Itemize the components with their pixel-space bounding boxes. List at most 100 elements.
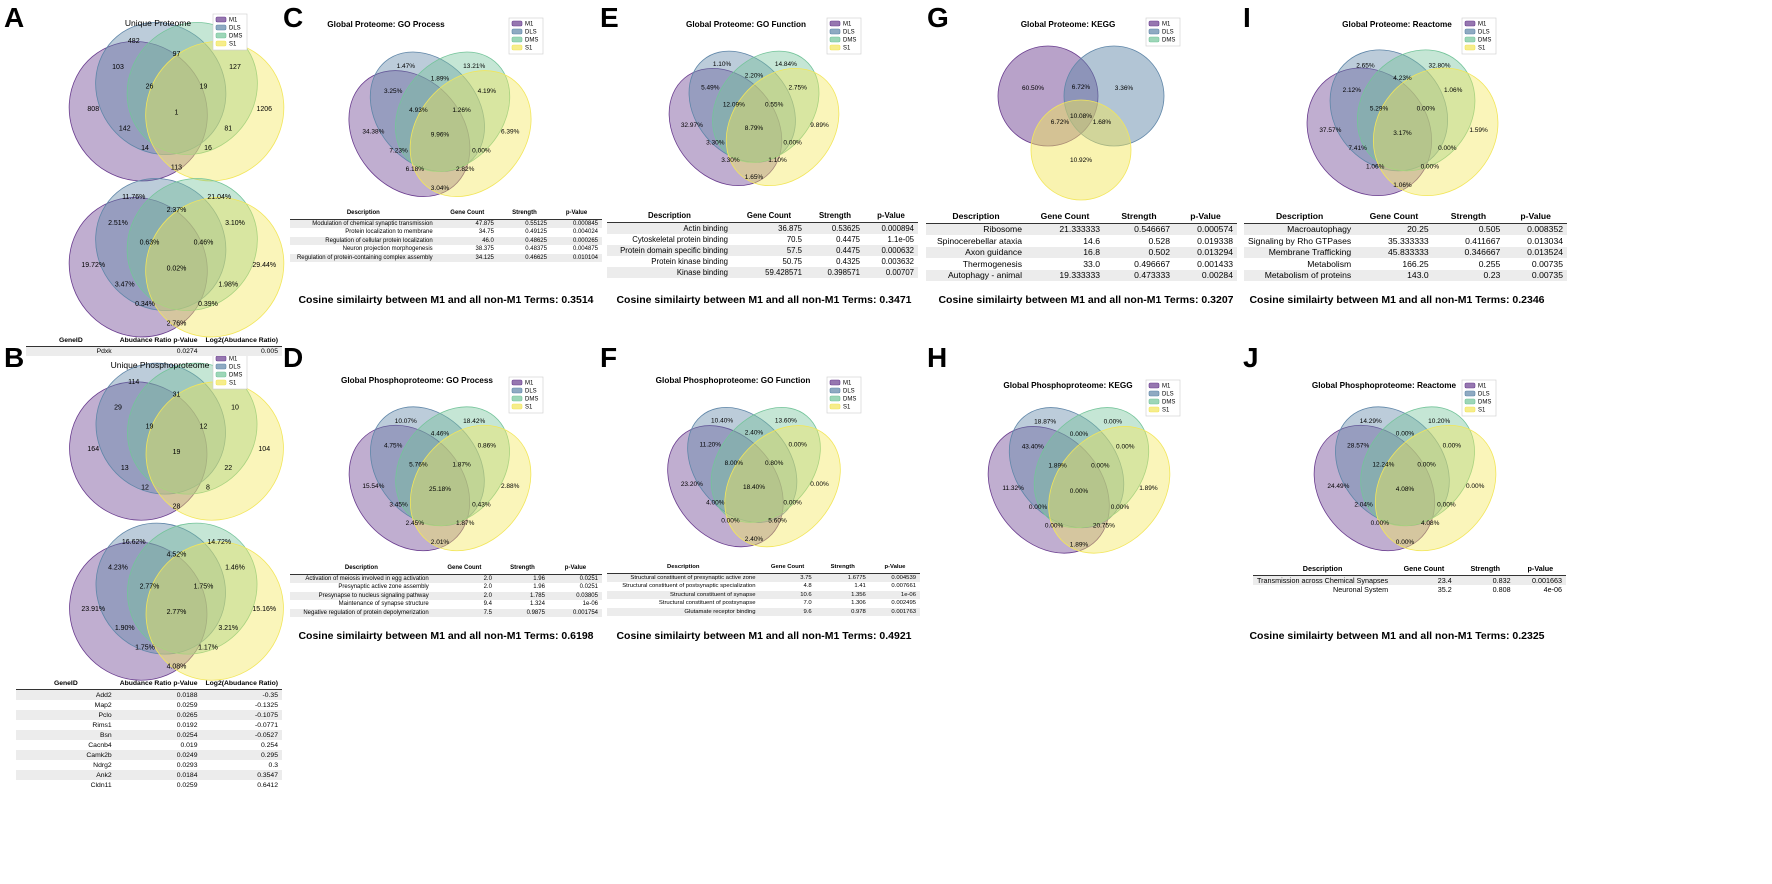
venn-region-label: 2.04% bbox=[1354, 502, 1373, 509]
table-cell: Camk2b bbox=[16, 750, 116, 760]
venn-region-label: 0.00% bbox=[1421, 164, 1440, 171]
table-row: Ndrg2 0.0293 0.3 bbox=[16, 760, 282, 770]
venn-diagram-f-7: 23.20% 10.40% 13.60% 0.00% 11.20% 2.40% 0.00% 8… bbox=[656, 376, 841, 548]
venn-region-label: 0.00% bbox=[1111, 504, 1130, 511]
venn-region-label: 3.45% bbox=[389, 502, 408, 509]
venn-set-s1 bbox=[1372, 67, 1499, 197]
table-cell: 0.007661 bbox=[891, 583, 916, 590]
venn-title-d: Global Phosphoproteome: GO Process bbox=[341, 376, 493, 385]
table-cell: 38.375 bbox=[475, 246, 494, 253]
legend-swatch-m1 bbox=[215, 16, 227, 23]
table-row: Protein kinase binding 50.75 0.4325 0.00363… bbox=[607, 256, 918, 267]
table-cell: 1.1e-05 bbox=[887, 235, 914, 244]
panel-letter-b: B bbox=[4, 342, 25, 373]
legend-label-dls: DLS bbox=[843, 389, 855, 395]
table-header: Gene Count bbox=[732, 209, 806, 223]
legend-label-dms: DMS bbox=[1478, 38, 1491, 44]
venn-set-dms bbox=[1033, 407, 1150, 529]
table-cell: Metabolism of proteins bbox=[1244, 269, 1356, 281]
table-cell: Membrane Trafficking bbox=[1244, 246, 1356, 258]
venn-region-label: 1.89% bbox=[1048, 463, 1067, 470]
venn-region-label: 14.72% bbox=[207, 539, 231, 546]
cosine-value: 0.2325 bbox=[1512, 630, 1545, 642]
table-cell: Presynaptic active zone assembly bbox=[338, 584, 429, 591]
venn-region-label: 20.75% bbox=[1093, 523, 1115, 530]
venn-region-label: 0.00% bbox=[1466, 483, 1485, 490]
table-cell: 0.528 bbox=[1148, 235, 1170, 246]
venn-region-label: 12.24% bbox=[1372, 461, 1394, 468]
legend-label-dms: DMS bbox=[229, 373, 242, 379]
venn-diagram-e-6: 32.97% 1.10% 14.84% 9.89% 5.49% 2.20% 2.75% 12.… bbox=[668, 20, 840, 187]
panel-letter-d: D bbox=[283, 342, 304, 373]
panel-letter-c: C bbox=[283, 2, 304, 33]
table-row: Cldn11 0.0259 0.6412 bbox=[16, 780, 282, 790]
venn-region-label: 0.00% bbox=[1417, 461, 1436, 468]
venn-region-label: 0.00% bbox=[788, 442, 807, 449]
venn-region-label: 37.57% bbox=[1319, 127, 1341, 134]
legend-label-dls: DLS bbox=[525, 389, 537, 395]
legend-swatch-dms bbox=[511, 395, 523, 402]
table-cell: 0.001663 bbox=[1514, 575, 1566, 585]
venn-region-label: 0.80% bbox=[765, 460, 784, 467]
venn-title-i: Global Proteome: Reactome bbox=[1342, 20, 1452, 29]
venn-region-label: 1.06% bbox=[1444, 87, 1463, 94]
table-cell: Regulation of protein-containing complex… bbox=[290, 253, 437, 262]
venn-region-label: 114 bbox=[128, 379, 139, 386]
legend-d: M1 DLS DMS S1 bbox=[508, 376, 544, 414]
table-cell: 0.346667 bbox=[1432, 246, 1505, 258]
table-cell: 0.295 bbox=[201, 750, 282, 760]
table-cell: 1.96 bbox=[533, 584, 545, 591]
table-cell: 0.9875 bbox=[495, 608, 549, 617]
table-row: Protein domain specific binding 57.5 0.447… bbox=[607, 245, 918, 256]
table-cell: 2.0 bbox=[483, 584, 492, 591]
venn-region-label: 19 bbox=[173, 449, 181, 456]
venn-title-j: Global Phosphoproteome: Reactome bbox=[1312, 381, 1457, 390]
venn-region-label: 32.97% bbox=[681, 122, 703, 129]
venn-region-label: 31 bbox=[173, 392, 181, 399]
legend-label-dls: DLS bbox=[229, 26, 241, 32]
table-header: Description bbox=[607, 209, 732, 223]
table-cell: -0.1325 bbox=[254, 701, 278, 709]
table-cell: 9.4 bbox=[483, 601, 492, 608]
venn-set-dls bbox=[1329, 49, 1449, 172]
table-row: Glutamate receptor binding 9.6 0.978 0.0017… bbox=[607, 607, 920, 616]
table-row: Macroautophagy 20.25 0.505 0.008352 bbox=[1244, 223, 1567, 235]
venn-diagram-b-2: 164114101104293110191213221912828Unique … bbox=[69, 360, 284, 521]
cosine-value: 0.3514 bbox=[561, 294, 594, 306]
table-row: Rims1 0.0192 -0.0771 bbox=[16, 720, 282, 730]
venn-diagram-a-1: 19.72% 11.76% 21.04% 29.44% 2.51% 2.37% 3.10% 0… bbox=[68, 178, 285, 338]
table-cell: 0.000265 bbox=[550, 236, 602, 245]
table-cell: 0.000632 bbox=[864, 245, 918, 256]
table-header: p-Value bbox=[869, 562, 920, 574]
table-row: Spinocerebellar ataxia 14.6 0.528 0.019338 bbox=[926, 235, 1237, 247]
venn-region-label: 1 bbox=[175, 109, 179, 116]
venn-set-s1 bbox=[724, 425, 841, 548]
venn-region-label: 15.16% bbox=[252, 606, 276, 613]
legend-label-dls: DLS bbox=[1162, 392, 1174, 398]
table-cell: 0.013034 bbox=[1527, 235, 1563, 246]
table-row: Kinase binding 59.428571 0.398571 0.00707 bbox=[607, 267, 918, 278]
legend-label-dms: DMS bbox=[1478, 400, 1491, 406]
table-cell: Cacnb4 bbox=[88, 741, 112, 749]
venn-title-c: Global Proteome: GO Process bbox=[327, 20, 445, 29]
venn-diagram-g: 60.50% 3.36% 10.92% 6.72% 6.72% 1.68%10.08% Gl… bbox=[997, 20, 1165, 201]
table-cell: 0.019 bbox=[180, 741, 198, 749]
table-cell: 0.411667 bbox=[1465, 235, 1501, 246]
table-cell: 0.0274 bbox=[115, 346, 202, 356]
venn-region-label: 7.23% bbox=[389, 147, 408, 154]
venn-region-label: 23.20% bbox=[681, 481, 703, 488]
venn-region-label: 0.00% bbox=[783, 139, 802, 146]
table-cell: 0.0293 bbox=[176, 761, 198, 769]
venn-region-label: 97 bbox=[173, 51, 181, 58]
table-cell: 0.496667 bbox=[1134, 258, 1170, 269]
table-cell: Kinase binding bbox=[607, 267, 732, 278]
legend-swatch-dls bbox=[511, 387, 523, 394]
table-header: p-Value bbox=[1514, 563, 1566, 576]
table-row: Map2 0.0259 -0.1325 bbox=[16, 700, 282, 710]
table-cell: 1.356 bbox=[815, 590, 870, 599]
venn-diagram-a-0: 80848286212061039712726191428111416113Un… bbox=[68, 18, 285, 182]
results-table-d: Description Gene Count Strength p-Value Acti… bbox=[290, 563, 602, 617]
venn-region-label: 1.47% bbox=[397, 63, 416, 70]
venn-region-label: 2.88% bbox=[501, 483, 520, 490]
venn-region-label: 10.40% bbox=[711, 417, 733, 424]
